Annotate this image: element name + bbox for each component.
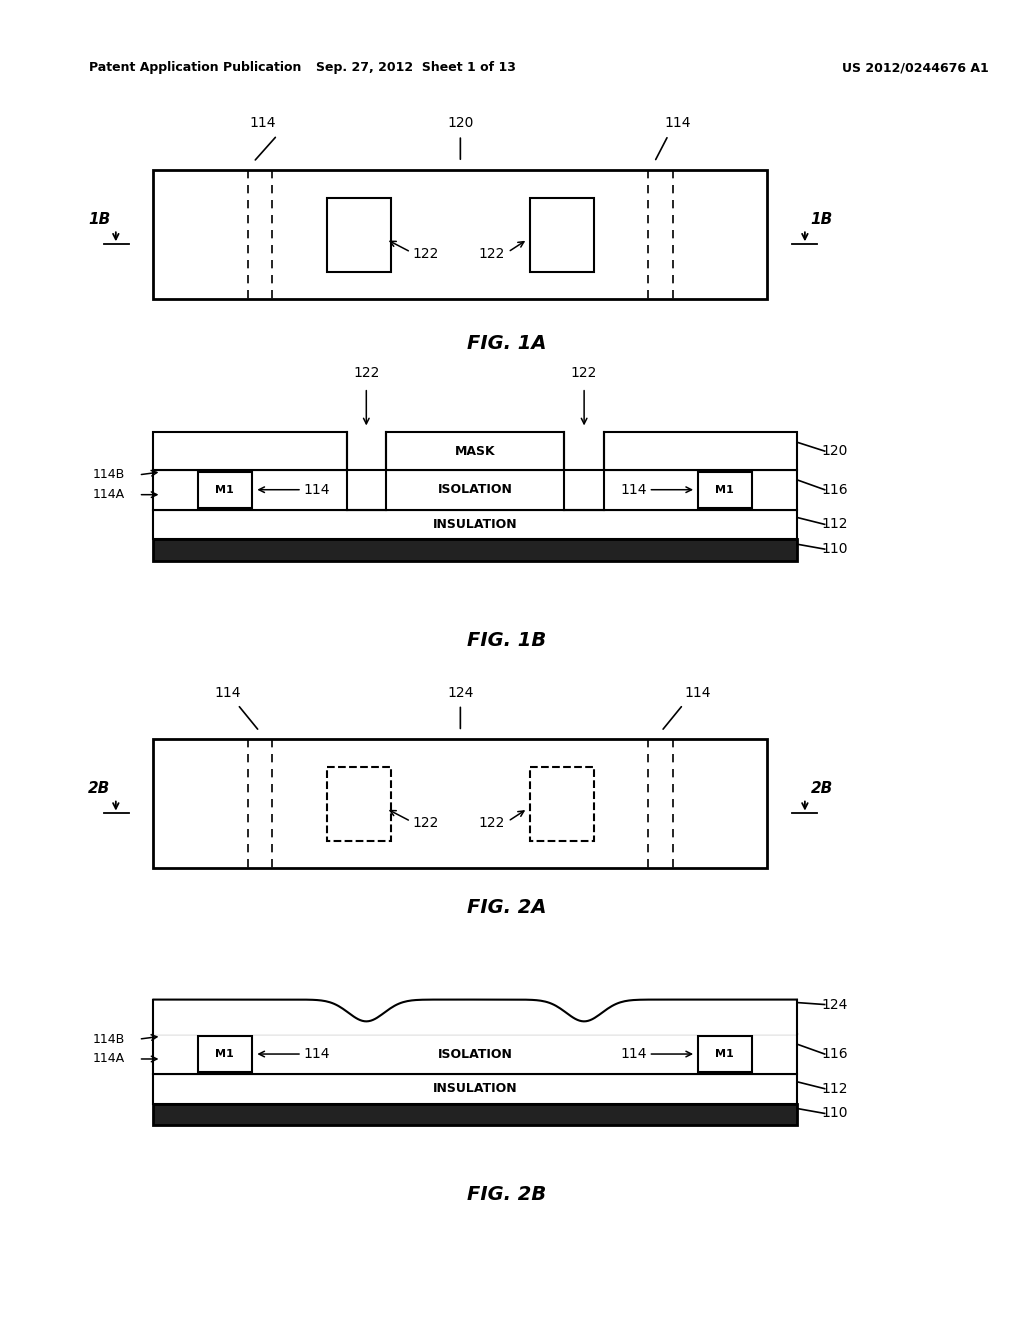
Text: 120: 120 [447,116,473,131]
Bar [604,432,797,470]
Text: 116: 116 [821,1047,848,1061]
Text: 114B: 114B [93,1032,125,1045]
Text: Sep. 27, 2012  Sheet 1 of 13: Sep. 27, 2012 Sheet 1 of 13 [315,62,516,74]
Text: 112: 112 [821,1081,848,1096]
Text: INSULATION: INSULATION [433,1082,517,1096]
Text: 114: 114 [303,1047,330,1061]
Text: 114: 114 [214,685,241,700]
Text: 114: 114 [249,116,275,131]
Text: 120: 120 [821,444,848,458]
Text: 110: 110 [821,543,848,556]
Polygon shape [154,999,797,1035]
Bar [154,470,797,510]
Text: 112: 112 [821,517,848,532]
Text: 122: 122 [571,366,597,380]
Bar [327,767,391,841]
Text: 2B: 2B [88,781,111,796]
Text: 114: 114 [685,685,712,700]
Bar [327,198,391,272]
Text: 110: 110 [821,1106,848,1121]
Text: 122: 122 [479,247,505,261]
Text: ISOLATION: ISOLATION [438,483,513,496]
Text: M1: M1 [716,1049,734,1059]
Text: 114A: 114A [93,488,125,502]
Text: ISOLATION: ISOLATION [438,1048,513,1060]
Text: 114: 114 [303,483,330,496]
Text: 114: 114 [621,1047,647,1061]
Text: 122: 122 [413,247,439,261]
Text: 116: 116 [821,483,848,496]
Text: M1: M1 [215,1049,234,1059]
Bar [154,432,346,470]
Bar [154,170,767,298]
Bar [154,1074,797,1104]
Text: 1B: 1B [811,213,833,227]
Bar [198,471,253,507]
Bar [529,198,594,272]
Bar [154,1035,797,1074]
Text: FIG. 2A: FIG. 2A [467,898,547,917]
Text: FIG. 1A: FIG. 1A [467,334,547,352]
Bar [154,539,797,561]
Text: 2B: 2B [811,781,833,796]
Text: 124: 124 [447,685,473,700]
Text: FIG. 1B: FIG. 1B [467,631,547,649]
Text: 114: 114 [621,483,647,496]
Text: 1B: 1B [88,213,111,227]
Text: 124: 124 [821,998,848,1011]
Bar [698,471,753,507]
Bar [529,767,594,841]
Text: M1: M1 [215,484,234,495]
Text: US 2012/0244676 A1: US 2012/0244676 A1 [842,62,988,74]
Bar [154,739,767,869]
Text: MASK: MASK [455,445,496,458]
Bar [386,432,564,470]
Text: INSULATION: INSULATION [433,517,517,531]
Text: M1: M1 [716,484,734,495]
Bar [154,510,797,539]
Text: FIG. 2B: FIG. 2B [467,1185,547,1204]
Text: 114A: 114A [93,1052,125,1065]
Text: 122: 122 [353,366,380,380]
Text: Patent Application Publication: Patent Application Publication [89,62,301,74]
Text: 114B: 114B [93,469,125,482]
Bar [698,1036,753,1072]
Text: 114: 114 [665,116,691,131]
Text: 122: 122 [479,816,505,830]
Bar [198,1036,253,1072]
Bar [154,1104,797,1126]
Text: 122: 122 [413,816,439,830]
